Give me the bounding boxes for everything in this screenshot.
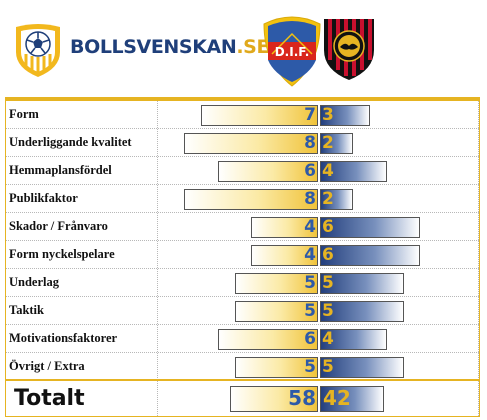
home-value: 8: [304, 189, 316, 209]
factor-row: Motivationsfaktorer 6 4: [6, 325, 479, 353]
factor-label: Form: [9, 107, 39, 121]
factor-row: Taktik 5 5: [6, 297, 479, 325]
away-bar: [320, 217, 421, 238]
factor-row: Form 7 3: [6, 101, 479, 129]
away-bar: [320, 357, 404, 378]
factor-label: Motivationsfaktorer: [9, 331, 118, 345]
home-value: 8: [304, 133, 316, 153]
brand-tld: .SE: [236, 36, 270, 58]
right-column-divider: [478, 101, 479, 416]
factor-label: Underlag: [9, 275, 59, 289]
factor-label: Hemmaplansfördel: [9, 163, 112, 177]
away-value: 4: [322, 161, 334, 181]
away-bar: [320, 133, 354, 154]
brand-wordmark[interactable]: BOLLSVENSKAN.SE: [70, 36, 269, 58]
factor-row: Form nyckelspelare 4 6: [6, 241, 479, 269]
away-value: 2: [322, 133, 334, 153]
factor-row: Övrigt / Extra 5 5: [6, 353, 479, 381]
total-value-home: 58: [288, 386, 316, 410]
brommapojkarna-crest-icon: [324, 19, 374, 80]
factor-label: Övrigt / Extra: [9, 359, 85, 373]
djurgarden-crest-icon: D.I.F.: [263, 16, 321, 87]
home-value: 4: [304, 217, 316, 237]
away-value: 6: [322, 245, 334, 265]
home-bar: [217, 161, 318, 182]
factor-row: Underlag 5 5: [6, 269, 479, 297]
away-value: 3: [322, 105, 334, 125]
home-value: 6: [304, 161, 316, 181]
total-label: Totalt: [14, 386, 85, 411]
factor-label: Taktik: [9, 303, 44, 317]
home-bar: [217, 329, 318, 350]
factor-label: Skador / Frånvaro: [9, 219, 108, 233]
away-value: 2: [322, 189, 334, 209]
total-bar-away: [320, 386, 384, 412]
club1-crest-text: D.I.F.: [275, 45, 310, 59]
total-value-away: 42: [323, 386, 351, 410]
board-top-border: [6, 98, 479, 101]
away-value: 5: [322, 301, 334, 321]
away-bar: [320, 189, 354, 210]
home-bar: [251, 217, 318, 238]
factor-label: Publikfaktor: [9, 191, 78, 205]
factor-row: Publikfaktor 8 2: [6, 185, 479, 213]
factor-label: Form nyckelspelare: [9, 247, 115, 261]
home-bar: [234, 273, 318, 294]
away-bar: [320, 161, 387, 182]
total-row: Totalt 58 42: [6, 381, 479, 416]
factor-label: Underliggande kvalitet: [9, 135, 132, 149]
total-bar-home: [229, 386, 318, 412]
away-value: 5: [322, 273, 334, 293]
away-value: 5: [322, 357, 334, 377]
factor-row: Underliggande kvalitet 8 2: [6, 129, 479, 157]
home-bar: [234, 357, 318, 378]
home-value: 5: [304, 273, 316, 293]
away-value: 4: [322, 329, 334, 349]
home-bar: [234, 301, 318, 322]
away-bar: [320, 273, 404, 294]
away-bar: [320, 105, 371, 126]
factor-row: Hemmaplansfördel 6 4: [6, 157, 479, 185]
factor-row: Skador / Frånvaro 4 6: [6, 213, 479, 241]
home-value: 4: [304, 245, 316, 265]
away-bar: [320, 329, 387, 350]
brand-name: BOLLSVENSKAN: [70, 36, 237, 58]
page-header: BOLLSVENSKAN.SE D.I.F.: [0, 0, 487, 96]
home-value: 5: [304, 357, 316, 377]
match-analysis-board: Form 7 3 Underliggande kvalitet 8 2 Hemmaplans…: [5, 97, 480, 417]
away-value: 6: [322, 217, 334, 237]
totals-divider: [6, 379, 479, 381]
away-bar: [320, 245, 421, 266]
home-bar: [251, 245, 318, 266]
football-shield-icon: [16, 24, 60, 77]
away-bar: [320, 301, 404, 322]
home-bar: [184, 189, 318, 210]
home-value: 5: [304, 301, 316, 321]
home-value: 6: [304, 329, 316, 349]
home-bar: [184, 133, 318, 154]
label-column-divider: [157, 101, 158, 416]
home-bar: [201, 105, 318, 126]
home-value: 7: [304, 105, 316, 125]
